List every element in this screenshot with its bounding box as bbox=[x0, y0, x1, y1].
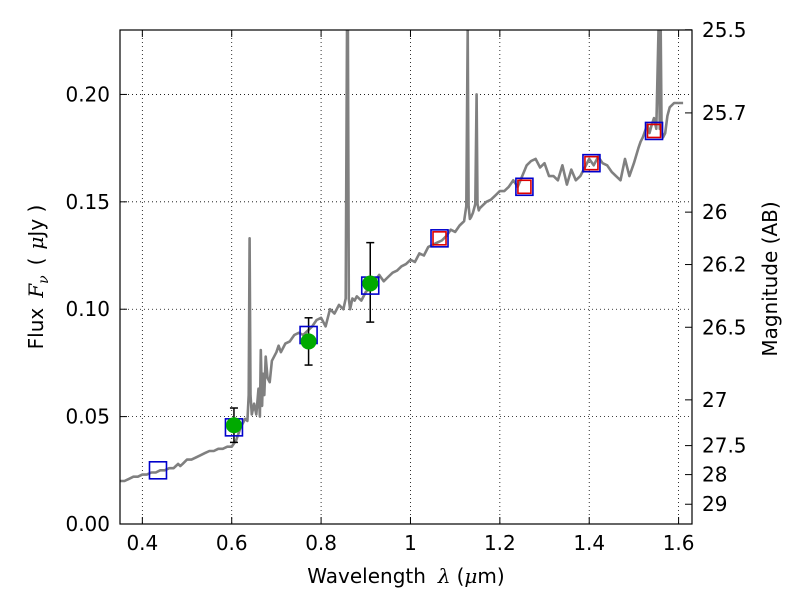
x-tick-label: 1.4 bbox=[573, 531, 605, 555]
y-axis-symbol: F bbox=[24, 283, 48, 299]
x-axis-unit-mu: μ bbox=[464, 564, 477, 588]
y2-tick-label: 26.5 bbox=[702, 315, 747, 339]
y-axis-unit-open: ( bbox=[24, 258, 48, 266]
x-axis-label: Wavelength λ (μm) bbox=[307, 564, 504, 588]
y2-tick-label: 27.5 bbox=[702, 434, 747, 458]
y-axis-label: Flux Fν ( μJy ) bbox=[24, 205, 52, 350]
model-spectrum-box bbox=[646, 123, 662, 139]
marker-layer bbox=[148, 121, 664, 480]
y-tick-label: 0.10 bbox=[65, 297, 110, 321]
model-photometry-box bbox=[644, 121, 664, 141]
model-photometry-box bbox=[148, 461, 168, 480]
x-tick-label: 0.6 bbox=[216, 531, 248, 555]
plot-frame bbox=[119, 29, 693, 525]
y-axis-label-text: Flux bbox=[24, 308, 48, 350]
x-axis-unit-rest: m) bbox=[477, 564, 504, 588]
y2-tick-label: 28 bbox=[702, 463, 727, 487]
photometry-point bbox=[362, 275, 379, 292]
y2-tick-label: 26.2 bbox=[702, 253, 747, 277]
y2-tick-label: 26 bbox=[702, 200, 727, 224]
x-tick-label: 1 bbox=[404, 531, 417, 555]
x-axis-symbol: λ bbox=[437, 564, 451, 588]
y-tick-label: 0.20 bbox=[65, 82, 110, 106]
x-tick-labels: 0.4 0.6 0.8 1 1.2 1.4 1.6 bbox=[126, 531, 694, 555]
x-tick-label: 0.4 bbox=[126, 531, 158, 555]
y-tick-labels: 0.00 0.05 0.10 0.15 0.20 bbox=[65, 82, 110, 536]
y-tick-label: 0.05 bbox=[65, 405, 110, 429]
x-axis-unit-open: ( bbox=[457, 564, 465, 588]
y2-axis-label: Magnitude (AB) bbox=[758, 201, 782, 356]
y2-tick-label: 27 bbox=[702, 388, 727, 412]
y2-tick-label: 29 bbox=[702, 492, 727, 516]
x-tick-label: 1.6 bbox=[663, 531, 695, 555]
tick-marks bbox=[120, 29, 692, 525]
x-tick-label: 1.2 bbox=[484, 531, 516, 555]
x-tick-label: 0.8 bbox=[305, 531, 337, 555]
y2-tick-labels: 25.5 25.7 26 26.2 26.5 27 27.5 28 29 bbox=[702, 18, 747, 516]
model-photometry-box bbox=[582, 153, 601, 173]
model-spectrum-box bbox=[584, 155, 599, 171]
photometry-point bbox=[300, 333, 317, 350]
y2-tick-label: 25.7 bbox=[702, 101, 747, 125]
y2-tick-label: 25.5 bbox=[702, 18, 747, 42]
model-photometry-box bbox=[515, 177, 534, 197]
model-spectrum-line bbox=[120, 30, 684, 483]
model-spectrum-layer bbox=[120, 30, 684, 483]
y-axis-unit-mu: μ bbox=[24, 237, 48, 250]
model-spectrum-box bbox=[432, 231, 447, 246]
model-photometry-box bbox=[430, 229, 449, 248]
y-axis-subscript: ν bbox=[36, 275, 52, 284]
y-tick-label: 0.00 bbox=[65, 512, 110, 536]
grid bbox=[120, 30, 692, 525]
y-tick-label: 0.15 bbox=[65, 190, 110, 214]
x-axis-label-text: Wavelength bbox=[307, 564, 426, 588]
model-spectrum-box bbox=[517, 179, 532, 195]
photometry-point bbox=[225, 417, 242, 434]
y-axis-unit-rest: Jy ) bbox=[24, 205, 48, 239]
